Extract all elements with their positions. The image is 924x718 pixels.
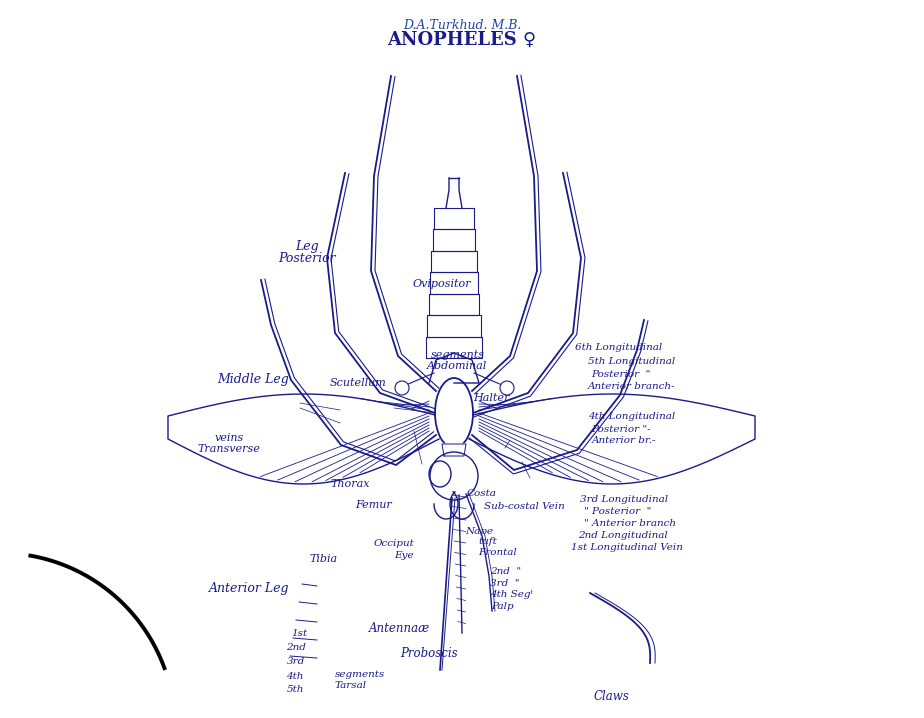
Text: 2nd Longitudinal: 2nd Longitudinal xyxy=(578,531,668,540)
Text: segments: segments xyxy=(334,671,384,679)
Polygon shape xyxy=(469,394,755,484)
Polygon shape xyxy=(168,394,439,484)
Text: Posterior "-: Posterior "- xyxy=(591,425,651,434)
Polygon shape xyxy=(427,315,480,337)
Text: segments: segments xyxy=(431,350,484,360)
Circle shape xyxy=(500,381,514,395)
Text: 2nd: 2nd xyxy=(286,643,307,652)
Polygon shape xyxy=(432,230,475,251)
Text: Anterior branch-: Anterior branch- xyxy=(588,382,675,391)
Text: Occiput: Occiput xyxy=(373,539,414,548)
Text: Sub-costal Vein: Sub-costal Vein xyxy=(484,503,565,511)
Text: 4th: 4th xyxy=(286,672,304,681)
Text: Antennaæ: Antennaæ xyxy=(369,622,430,635)
Text: 3rd  ": 3rd " xyxy=(490,579,519,587)
Text: 6th Longitudinal: 6th Longitudinal xyxy=(575,343,662,352)
Text: Frontal: Frontal xyxy=(479,549,517,557)
Ellipse shape xyxy=(435,378,473,448)
Text: Palp: Palp xyxy=(492,602,514,611)
Text: Tibia: Tibia xyxy=(310,554,337,564)
Text: Posterior: Posterior xyxy=(278,252,335,265)
Circle shape xyxy=(395,381,409,395)
Text: tuft: tuft xyxy=(479,537,497,546)
Text: Leg: Leg xyxy=(295,240,319,253)
Polygon shape xyxy=(432,251,477,272)
Text: Proboscis: Proboscis xyxy=(400,647,457,660)
Polygon shape xyxy=(442,444,466,456)
Text: Ovipositor: Ovipositor xyxy=(412,279,471,289)
Text: 3rd: 3rd xyxy=(286,658,305,666)
Polygon shape xyxy=(434,208,474,230)
Text: Abdominal: Abdominal xyxy=(427,361,488,371)
Text: Tarsal: Tarsal xyxy=(334,681,367,690)
Text: Thorax: Thorax xyxy=(330,479,370,489)
Text: Femur: Femur xyxy=(355,500,392,510)
Polygon shape xyxy=(429,353,479,383)
Circle shape xyxy=(430,452,478,500)
Text: Nape: Nape xyxy=(466,527,493,536)
Text: Transverse: Transverse xyxy=(198,444,261,454)
Text: Middle Leg: Middle Leg xyxy=(217,373,289,386)
Text: 2nd  ": 2nd " xyxy=(490,567,521,576)
Text: 5th Longitudinal: 5th Longitudinal xyxy=(588,358,675,366)
Text: 1st Longitudinal Vein: 1st Longitudinal Vein xyxy=(571,544,683,552)
Text: Anterior Leg: Anterior Leg xyxy=(209,582,290,595)
Text: " Posterior  ": " Posterior " xyxy=(584,507,651,516)
Text: 5th: 5th xyxy=(286,685,304,694)
Text: veins: veins xyxy=(214,433,244,443)
Text: Costa: Costa xyxy=(467,490,496,498)
Text: Posterior  ": Posterior " xyxy=(591,370,650,378)
Text: D.A.Turkhud. M.B.: D.A.Turkhud. M.B. xyxy=(403,19,521,32)
Polygon shape xyxy=(429,294,480,315)
Text: 1st: 1st xyxy=(291,629,307,638)
Text: Scutellum: Scutellum xyxy=(330,378,386,388)
Text: ANOPHELES ♀: ANOPHELES ♀ xyxy=(387,30,537,49)
Text: Eye: Eye xyxy=(395,551,414,559)
Text: Halter: Halter xyxy=(473,393,509,404)
Text: Claws: Claws xyxy=(593,690,629,703)
Text: Anterior br.-: Anterior br.- xyxy=(591,437,656,445)
Polygon shape xyxy=(430,272,478,294)
Text: 4th Segᵗ: 4th Segᵗ xyxy=(490,590,533,599)
Text: 4th Longitudinal: 4th Longitudinal xyxy=(588,412,675,421)
Text: " Anterior branch: " Anterior branch xyxy=(584,519,676,528)
Text: 3rd Longitudinal: 3rd Longitudinal xyxy=(580,495,668,503)
Polygon shape xyxy=(426,337,482,358)
